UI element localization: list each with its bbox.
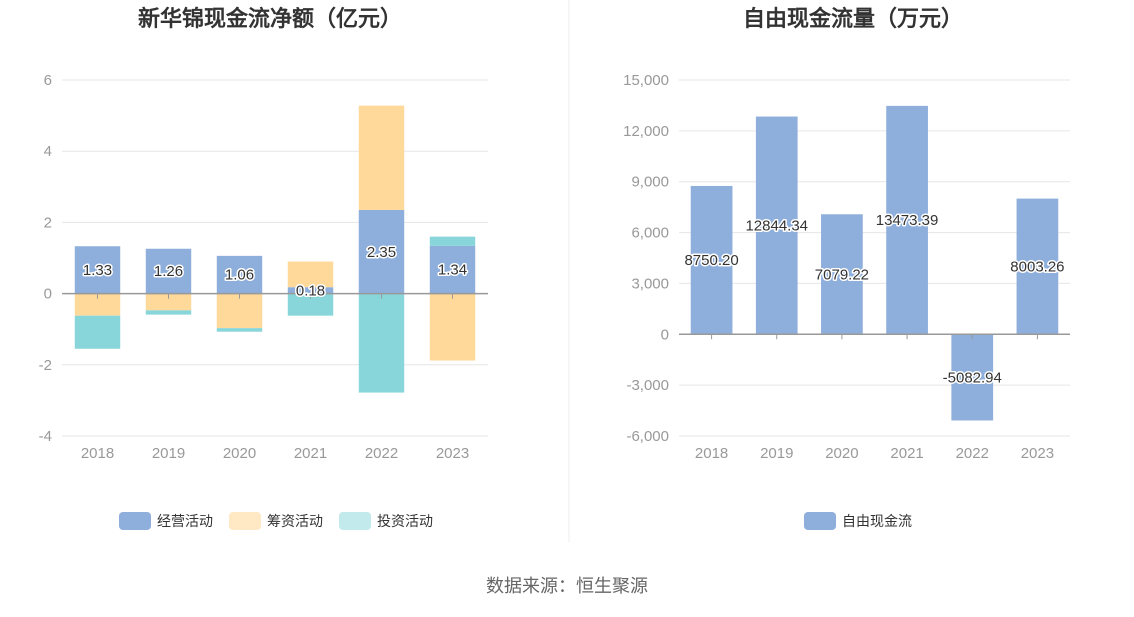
legend-swatch [229, 512, 261, 530]
data-label-2020: 1.06 [225, 267, 254, 284]
legend-label: 投资活动 [377, 513, 433, 529]
x-tick-label: 2021 [890, 445, 923, 462]
bar-经营活动-2019 [145, 248, 192, 294]
right-chart-title: 自由现金流量（万元） [743, 6, 963, 31]
bar-筹资活动-2022 [358, 105, 405, 210]
legend-label: 自由现金流 [842, 513, 912, 529]
y-tick-label: 9,000 [631, 174, 669, 191]
y-tick-label: 15,000 [623, 72, 669, 89]
data-label-2023: 1.34 [438, 262, 467, 279]
bar-投资活动-2018 [74, 315, 121, 349]
data-label-2021: 0.18 [296, 282, 325, 299]
data-label-2018: 8750.20 [684, 252, 738, 269]
y-tick-label: 6,000 [631, 225, 669, 242]
bar-投资活动-2020 [216, 328, 263, 332]
bar-自由现金流-2021 [886, 105, 928, 335]
y-tick-label: 2 [44, 214, 52, 231]
bar-自由现金流-2018 [690, 185, 733, 335]
left-chart-title: 新华锦现金流净额（亿元） [138, 6, 402, 31]
bar-经营活动-2022 [358, 209, 405, 294]
x-tick-label: 2019 [760, 445, 793, 462]
bar-筹资活动-2018 [74, 293, 121, 316]
x-tick-label: 2018 [695, 445, 728, 462]
x-tick-label: 2020 [825, 445, 858, 462]
x-tick-label: 2022 [956, 445, 989, 462]
bar-自由现金流-2023 [1016, 198, 1059, 335]
y-tick-label: 12,000 [623, 123, 669, 140]
y-tick-label: 3,000 [631, 275, 669, 292]
y-tick-label: -2 [39, 357, 52, 374]
x-tick-label: 2019 [152, 445, 185, 462]
data-label-2022: 2.35 [367, 244, 396, 261]
data-label-2021: 13473.39 [876, 212, 939, 229]
bar-筹资活动-2021 [287, 261, 334, 288]
bar-筹资活动-2019 [145, 293, 192, 311]
bar-经营活动-2020 [216, 255, 263, 294]
y-tick-label: 6 [44, 72, 52, 89]
cash-flow-net-chart: 6 4 2 0 -2 -4 2018 2019 2020 2021 2022 2023 1.33 1.26… [39, 72, 488, 530]
x-tick-label: 2022 [365, 445, 398, 462]
data-source: 数据来源：恒生聚源 [486, 576, 648, 596]
x-tick-label: 2023 [436, 445, 469, 462]
bar-自由现金流-2020 [821, 214, 863, 335]
bar-经营活动-2023 [429, 245, 476, 294]
x-tick-label: 2018 [81, 445, 114, 462]
bar-经营活动-2018 [74, 246, 121, 294]
bar-自由现金流-2022 [951, 334, 994, 421]
bar-经营活动-2021 [287, 287, 334, 294]
data-label-2020: 7079.22 [815, 266, 869, 283]
bar-筹资活动-2023 [429, 293, 476, 361]
data-label-2019: 12844.34 [745, 217, 808, 234]
legend-swatch [339, 512, 371, 530]
free-cash-flow-chart: 15,000 12,000 9,000 6,000 3,000 0 -3,000 -6,000… [623, 72, 1070, 530]
y-tick-label: 4 [44, 143, 52, 160]
data-label-2019: 1.26 [154, 263, 183, 280]
legend-label: 经营活动 [157, 513, 213, 529]
bar-自由现金流-2019 [755, 116, 798, 335]
y-tick-label: -4 [39, 428, 52, 445]
x-tick-label: 2023 [1021, 445, 1054, 462]
bar-投资活动-2019 [145, 310, 192, 315]
data-label-2022: -5082.94 [943, 369, 1002, 386]
x-tick-label: 2021 [294, 445, 327, 462]
data-label-2018: 1.33 [83, 262, 112, 279]
legend-swatch [119, 512, 151, 530]
legend-swatch [804, 512, 836, 530]
y-tick-label: 0 [44, 286, 52, 303]
bar-投资活动-2021 [287, 293, 334, 316]
bar-筹资活动-2020 [216, 293, 263, 329]
bar-投资活动-2023 [429, 236, 476, 246]
y-tick-label: 0 [661, 326, 669, 343]
legend-label: 筹资活动 [267, 513, 323, 529]
x-tick-label: 2020 [223, 445, 256, 462]
bar-投资活动-2022 [358, 293, 405, 393]
data-label-2023: 8003.26 [1010, 258, 1064, 275]
y-tick-label: -6,000 [626, 428, 669, 445]
y-tick-label: -3,000 [626, 377, 669, 394]
